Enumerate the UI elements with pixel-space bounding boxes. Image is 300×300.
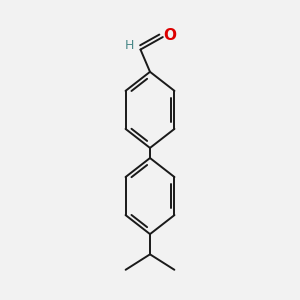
Text: O: O (164, 28, 176, 43)
Text: H: H (124, 40, 134, 52)
